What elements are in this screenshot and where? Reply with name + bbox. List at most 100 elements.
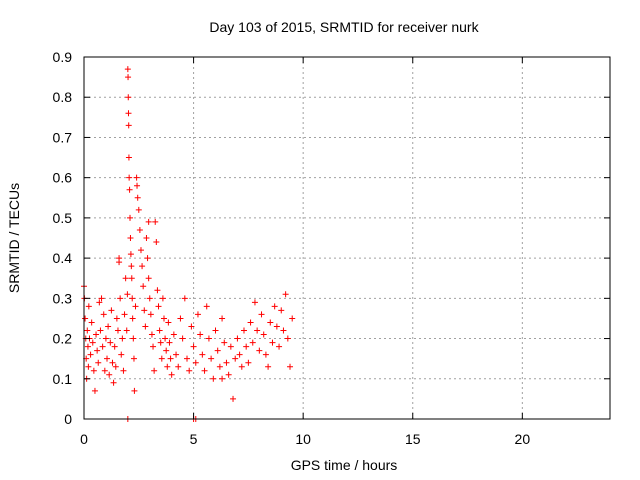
- data-point: [127, 214, 134, 221]
- data-point: [232, 355, 239, 362]
- chart-title: Day 103 of 2015, SRMTID for receiver nur…: [209, 19, 479, 35]
- data-point: [254, 327, 261, 334]
- data-point: [162, 335, 169, 342]
- data-point: [125, 74, 132, 81]
- data-point: [107, 339, 114, 346]
- data-point: [134, 182, 141, 189]
- data-point: [118, 351, 125, 358]
- data-point: [105, 323, 112, 330]
- data-point: [243, 343, 250, 350]
- data-point: [194, 311, 201, 318]
- data-point: [136, 226, 143, 233]
- data-point: [93, 331, 100, 338]
- data-point: [289, 315, 296, 322]
- data-point: [234, 335, 241, 342]
- data-point: [125, 122, 132, 129]
- data-point: [127, 251, 134, 258]
- data-point: [216, 363, 223, 370]
- data-point: [125, 154, 132, 161]
- data-point: [132, 303, 139, 310]
- data-point: [225, 371, 232, 378]
- data-point: [114, 327, 121, 334]
- data-point: [104, 355, 111, 362]
- y-tick-label: 0.4: [53, 250, 73, 266]
- data-point: [127, 235, 134, 241]
- y-axis-label: SRMTID / TECUs: [6, 183, 22, 293]
- data-point: [109, 359, 116, 366]
- data-point: [170, 331, 177, 338]
- data-point: [145, 218, 152, 225]
- data-point: [121, 311, 128, 318]
- data-point: [156, 327, 163, 334]
- data-point: [89, 339, 96, 346]
- data-point: [129, 295, 136, 302]
- data-points: [81, 66, 296, 422]
- data-point: [190, 343, 197, 350]
- data-point: [188, 323, 195, 330]
- data-point: [258, 311, 265, 318]
- data-point: [106, 371, 113, 378]
- data-point: [129, 315, 136, 322]
- y-tick-label: 0.7: [53, 129, 73, 145]
- data-point: [167, 355, 174, 362]
- data-point: [181, 295, 188, 302]
- data-point: [116, 259, 123, 266]
- data-point: [192, 359, 199, 366]
- data-point: [110, 379, 117, 386]
- x-tick-label: 15: [405, 431, 421, 447]
- y-tick-label: 0.5: [53, 210, 73, 226]
- data-point: [130, 335, 137, 342]
- data-point: [111, 343, 118, 350]
- data-point: [265, 363, 272, 370]
- data-point: [151, 367, 158, 374]
- data-point: [160, 315, 167, 322]
- data-point: [128, 263, 135, 270]
- data-point: [166, 339, 173, 346]
- data-point: [271, 303, 278, 310]
- data-point: [120, 367, 127, 374]
- data-point: [119, 335, 126, 342]
- data-point: [143, 235, 150, 241]
- data-point: [260, 331, 267, 338]
- data-point: [144, 255, 151, 262]
- data-point: [150, 343, 157, 350]
- data-point: [125, 110, 132, 117]
- data-point: [128, 275, 135, 282]
- data-point: [223, 359, 230, 366]
- x-axis-label: GPS time / hours: [291, 457, 398, 473]
- data-point: [186, 367, 193, 374]
- data-point: [249, 339, 256, 346]
- data-point: [219, 315, 226, 322]
- data-point: [236, 351, 243, 358]
- x-tick-label: 20: [515, 431, 531, 447]
- data-point: [197, 331, 204, 338]
- data-point: [91, 387, 98, 394]
- data-point: [85, 303, 92, 310]
- data-point: [245, 359, 252, 366]
- data-point: [247, 319, 254, 326]
- data-point: [175, 363, 182, 370]
- data-point: [278, 307, 285, 314]
- data-point: [99, 343, 106, 350]
- x-tick-labels: 0 5 10 15 20: [80, 431, 530, 447]
- data-point: [282, 291, 289, 298]
- data-point: [94, 347, 101, 354]
- data-point: [221, 339, 228, 346]
- data-point: [122, 275, 129, 282]
- data-point: [85, 363, 92, 370]
- y-tick-label: 0.8: [53, 89, 73, 105]
- data-point: [145, 275, 152, 282]
- data-point: [90, 367, 97, 374]
- data-point: [148, 331, 155, 338]
- data-point: [152, 218, 159, 225]
- data-point: [140, 283, 147, 290]
- data-point: [126, 174, 133, 181]
- data-point: [276, 343, 283, 350]
- data-point: [203, 303, 210, 310]
- data-point: [137, 247, 144, 254]
- data-point: [251, 299, 258, 306]
- data-point: [112, 363, 119, 370]
- data-point: [177, 315, 184, 322]
- y-tick-label: 0.1: [53, 371, 73, 387]
- data-point: [273, 323, 280, 330]
